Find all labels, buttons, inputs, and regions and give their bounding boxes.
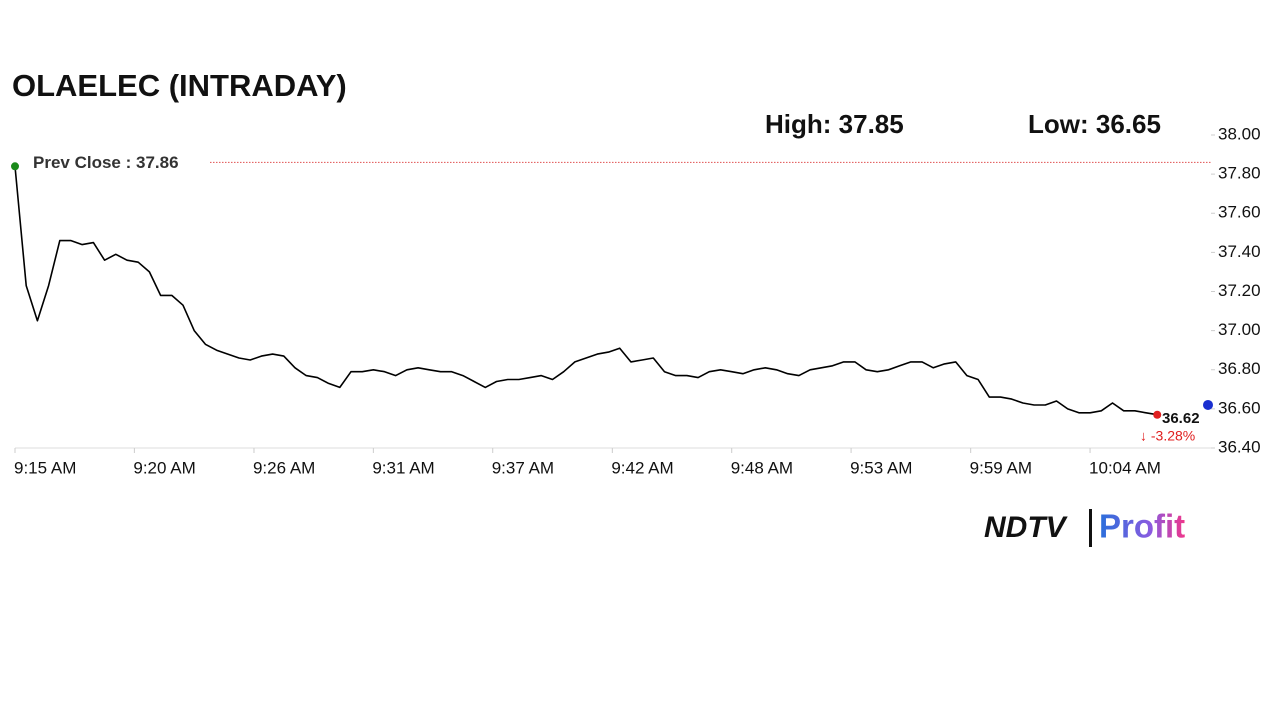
high-label: High: 37.85 <box>765 109 904 139</box>
brand-right: Profit <box>1099 508 1185 545</box>
x-tick-label: 9:20 AM <box>133 458 195 477</box>
y-tick-label: 37.60 <box>1218 203 1261 222</box>
x-tick-label: 9:31 AM <box>372 458 434 477</box>
y-tick-label: 38.00 <box>1218 124 1261 143</box>
change-label: ↓ -3.28% <box>1140 428 1195 444</box>
x-tick-label: 10:04 AM <box>1089 458 1161 477</box>
y-tick-label: 37.80 <box>1218 164 1261 183</box>
y-tick-label: 37.40 <box>1218 242 1261 261</box>
y-tick-label: 36.80 <box>1218 359 1261 378</box>
x-tick-label: 9:26 AM <box>253 458 315 477</box>
last-price-dot <box>1203 399 1213 410</box>
y-tick-label: 37.00 <box>1218 320 1261 339</box>
y-tick-label: 36.40 <box>1218 437 1261 456</box>
end-dot <box>1153 410 1162 419</box>
x-tick-label: 9:53 AM <box>850 458 912 477</box>
brand-left: NDTV <box>984 511 1069 544</box>
y-tick-label: 37.20 <box>1218 281 1261 300</box>
start-dot <box>11 162 19 171</box>
x-tick-label: 9:15 AM <box>14 458 76 477</box>
low-label: Low: 36.65 <box>1028 109 1161 139</box>
brand-separator <box>1089 509 1092 547</box>
chart-title: OLAELEC (INTRADAY) <box>12 68 347 103</box>
y-tick-label: 36.60 <box>1218 398 1261 417</box>
x-tick-label: 9:42 AM <box>611 458 673 477</box>
x-tick-label: 9:37 AM <box>492 458 554 477</box>
last-price-label: 36.62 <box>1162 410 1200 427</box>
x-tick-label: 9:59 AM <box>970 458 1032 477</box>
prev-close-label: Prev Close : 37.86 <box>33 153 179 172</box>
price-line <box>14 166 1158 416</box>
x-tick-label: 9:48 AM <box>731 458 793 477</box>
